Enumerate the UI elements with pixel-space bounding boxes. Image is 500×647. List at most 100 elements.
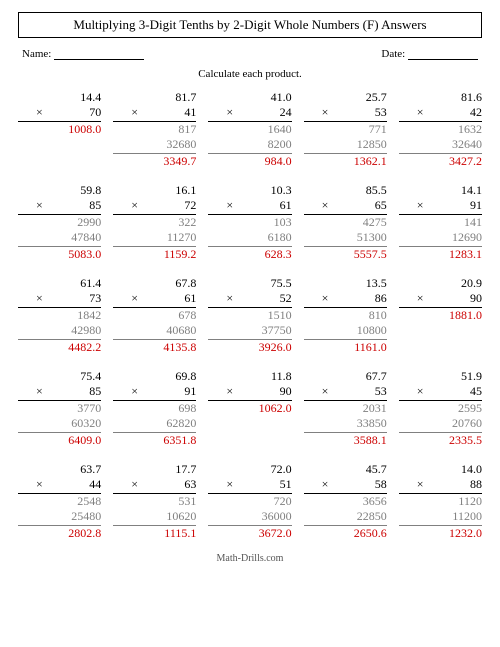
partial-product: 51300 bbox=[304, 230, 387, 247]
multiplier-row: ×73 bbox=[18, 291, 101, 308]
times-icon: × bbox=[322, 477, 329, 492]
answer: 5083.0 bbox=[18, 247, 101, 262]
problem: 16.1×72322112701159.2 bbox=[113, 183, 196, 262]
answer: 1115.1 bbox=[113, 526, 196, 541]
partial-product: 720 bbox=[208, 494, 291, 509]
multiplier-row: ×88 bbox=[399, 477, 482, 494]
partial-product: 1632 bbox=[399, 122, 482, 137]
times-icon: × bbox=[322, 384, 329, 399]
answer: 1362.1 bbox=[304, 154, 387, 169]
footer: Math-Drills.com bbox=[18, 553, 482, 564]
partial-product: 2031 bbox=[304, 401, 387, 416]
problem: 67.8×61678406804135.8 bbox=[113, 276, 196, 355]
answer: 1008.0 bbox=[18, 122, 101, 137]
partial-product: 47840 bbox=[18, 230, 101, 247]
problem: 45.7×583656228502650.6 bbox=[304, 462, 387, 541]
answer: 1062.0 bbox=[208, 401, 291, 416]
multiplicand: 67.8 bbox=[113, 276, 196, 291]
partial-product: 37750 bbox=[208, 323, 291, 340]
partial-product: 6180 bbox=[208, 230, 291, 247]
partial-product: 103 bbox=[208, 215, 291, 230]
partial-product: 1640 bbox=[208, 122, 291, 137]
times-icon: × bbox=[131, 198, 138, 213]
problem: 61.4×731842429804482.2 bbox=[18, 276, 101, 355]
partial-product: 12850 bbox=[304, 137, 387, 154]
answer: 2335.5 bbox=[399, 433, 482, 448]
times-icon: × bbox=[226, 105, 233, 120]
answer: 4135.8 bbox=[113, 340, 196, 355]
problem: 14.0×881120112001232.0 bbox=[399, 462, 482, 541]
times-icon: × bbox=[36, 477, 43, 492]
multiplicand: 85.5 bbox=[304, 183, 387, 198]
multiplicand: 14.0 bbox=[399, 462, 482, 477]
problem: 67.7×532031338503588.1 bbox=[304, 369, 387, 448]
multiplier-row: ×85 bbox=[18, 198, 101, 215]
name-blank bbox=[54, 50, 144, 60]
multiplicand: 45.7 bbox=[304, 462, 387, 477]
multiplier-row: ×91 bbox=[113, 384, 196, 401]
times-icon: × bbox=[417, 384, 424, 399]
multiplier-row: ×42 bbox=[399, 105, 482, 122]
multiplicand: 51.9 bbox=[399, 369, 482, 384]
partial-product: 10800 bbox=[304, 323, 387, 340]
name-label: Name: bbox=[22, 48, 144, 60]
times-icon: × bbox=[226, 477, 233, 492]
partial-product: 11200 bbox=[399, 509, 482, 526]
multiplicand: 13.5 bbox=[304, 276, 387, 291]
multiplier-row: ×53 bbox=[304, 105, 387, 122]
multiplier-row: ×61 bbox=[113, 291, 196, 308]
date-blank bbox=[408, 50, 478, 60]
answer: 5557.5 bbox=[304, 247, 387, 262]
partial-product: 25480 bbox=[18, 509, 101, 526]
problem: 13.5×86810108001161.0 bbox=[304, 276, 387, 355]
partial-product: 32640 bbox=[399, 137, 482, 154]
answer: 6351.8 bbox=[113, 433, 196, 448]
problem: 51.9×452595207602335.5 bbox=[399, 369, 482, 448]
times-icon: × bbox=[36, 384, 43, 399]
problem: 25.7×53771128501362.1 bbox=[304, 90, 387, 169]
multiplicand: 81.7 bbox=[113, 90, 196, 105]
partial-product: 2548 bbox=[18, 494, 101, 509]
partial-product: 62820 bbox=[113, 416, 196, 433]
multiplier-row: ×90 bbox=[399, 291, 482, 308]
problem: 14.4×701008.0 bbox=[18, 90, 101, 169]
multiplicand: 17.7 bbox=[113, 462, 196, 477]
multiplier-row: ×45 bbox=[399, 384, 482, 401]
multiplier-row: ×63 bbox=[113, 477, 196, 494]
answer: 3926.0 bbox=[208, 340, 291, 355]
times-icon: × bbox=[131, 384, 138, 399]
multiplicand: 16.1 bbox=[113, 183, 196, 198]
partial-product: 4275 bbox=[304, 215, 387, 230]
partial-product: 20760 bbox=[399, 416, 482, 433]
times-icon: × bbox=[131, 105, 138, 120]
problem: 81.6×421632326403427.2 bbox=[399, 90, 482, 169]
multiplier-row: ×90 bbox=[208, 384, 291, 401]
multiplier-row: ×24 bbox=[208, 105, 291, 122]
partial-product: 36000 bbox=[208, 509, 291, 526]
partial-product: 42980 bbox=[18, 323, 101, 340]
times-icon: × bbox=[322, 291, 329, 306]
answer: 4482.2 bbox=[18, 340, 101, 355]
multiplier-row: ×86 bbox=[304, 291, 387, 308]
problem: 41.0×2416408200984.0 bbox=[208, 90, 291, 169]
problem: 63.7×442548254802802.8 bbox=[18, 462, 101, 541]
worksheet-title: Multiplying 3-Digit Tenths by 2-Digit Wh… bbox=[18, 12, 482, 38]
multiplicand: 63.7 bbox=[18, 462, 101, 477]
multiplier-row: ×53 bbox=[304, 384, 387, 401]
problem: 10.3×611036180628.3 bbox=[208, 183, 291, 262]
problem: 75.4×853770603206409.0 bbox=[18, 369, 101, 448]
multiplier-row: ×61 bbox=[208, 198, 291, 215]
partial-product: 2990 bbox=[18, 215, 101, 230]
times-icon: × bbox=[322, 105, 329, 120]
multiplier-row: ×70 bbox=[18, 105, 101, 122]
partial-product: 1842 bbox=[18, 308, 101, 323]
partial-product: 11270 bbox=[113, 230, 196, 247]
times-icon: × bbox=[417, 291, 424, 306]
times-icon: × bbox=[36, 105, 43, 120]
times-icon: × bbox=[226, 198, 233, 213]
times-icon: × bbox=[131, 291, 138, 306]
answer: 6409.0 bbox=[18, 433, 101, 448]
answer: 3672.0 bbox=[208, 526, 291, 541]
multiplicand: 67.7 bbox=[304, 369, 387, 384]
multiplicand: 11.8 bbox=[208, 369, 291, 384]
